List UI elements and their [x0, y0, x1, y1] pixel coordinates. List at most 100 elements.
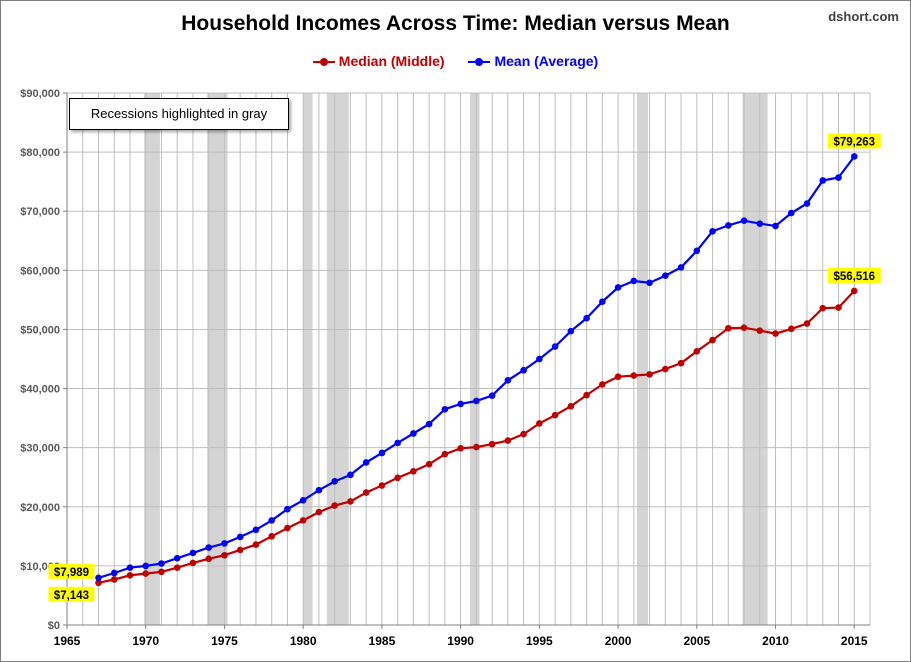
y-tick-label: $90,000: [20, 88, 60, 100]
x-tick-label: 2000: [605, 634, 632, 648]
y-tick-label: $0: [48, 620, 60, 632]
mean-line-icon: [468, 58, 491, 67]
mean-data-point: [473, 397, 480, 405]
mean-data-point: [315, 486, 323, 494]
median-data-point: [819, 304, 827, 312]
mean-data-point: [787, 209, 795, 217]
y-tick-label: $70,000: [20, 206, 60, 218]
mean-data-point: [567, 327, 575, 335]
y-tick-label: $40,000: [20, 384, 60, 396]
median-data-point: [646, 371, 653, 378]
x-tick-label: 1965: [54, 634, 81, 648]
mean-data-point: [504, 376, 512, 384]
mean-data-point: [819, 177, 827, 184]
x-tick-label: 2010: [762, 634, 789, 648]
median-data-point: [756, 327, 764, 334]
median-data-point: [457, 444, 464, 452]
recession-band: [742, 93, 768, 625]
median-data-point: [189, 559, 197, 567]
median-data-point: [567, 402, 575, 410]
median-data-point: [504, 437, 512, 444]
mean-data-point: [536, 355, 543, 363]
mean-data-point: [347, 471, 354, 479]
median-data-point: [110, 576, 118, 583]
mean-data-point: [630, 277, 638, 285]
median-data-point: [787, 325, 795, 333]
median-data-point: [520, 430, 527, 438]
recession-band: [144, 93, 160, 625]
mean-data-point: [205, 544, 213, 551]
median-data-point: [677, 359, 685, 367]
mean-data-point: [425, 420, 433, 428]
legend: Median (Middle) Mean (Average): [0, 53, 911, 69]
y-tick-label: $50,000: [20, 324, 60, 336]
legend-item-median: Median (Middle): [312, 53, 445, 69]
mean-data-point: [740, 217, 748, 224]
median-data-point: [551, 411, 559, 419]
mean-data-point: [646, 279, 653, 287]
mean-data-point: [252, 526, 260, 534]
mean-data-point: [126, 564, 134, 571]
data-label: $7,143: [54, 590, 89, 602]
mean-data-point: [268, 517, 275, 524]
y-tick-label: $30,000: [20, 443, 60, 455]
mean-data-point: [236, 533, 244, 541]
mean-data-point: [551, 343, 559, 350]
median-data-point: [315, 508, 323, 516]
mean-data-point: [189, 549, 197, 557]
median-data-point: [331, 502, 338, 509]
chart-title: Household Incomes Across Time: Median ve…: [181, 12, 730, 35]
median-data-point: [599, 381, 606, 388]
x-tick-label: 1970: [132, 634, 159, 648]
median-line-icon: [312, 58, 335, 67]
median-data-point: [410, 468, 417, 475]
plot-area: [67, 93, 870, 625]
median-data-point: [378, 482, 386, 489]
median-data-point: [126, 572, 134, 579]
median-data-point: [158, 568, 165, 576]
mean-data-point: [457, 400, 464, 408]
mean-data-point: [850, 153, 858, 160]
recession-band: [326, 93, 349, 625]
data-label: $7,989: [54, 567, 89, 579]
y-tick-label: $80,000: [20, 147, 60, 159]
median-data-point: [347, 498, 354, 505]
data-label-background: [827, 267, 881, 283]
median-data-point: [473, 443, 480, 451]
median-data-point: [693, 348, 701, 355]
x-tick-label: 1975: [211, 634, 238, 648]
median-data-point: [662, 365, 669, 373]
median-data-point: [95, 579, 102, 587]
legend-item-mean: Mean (Average): [468, 53, 598, 69]
median-data-point: [268, 533, 275, 540]
mean-data-point: [488, 392, 496, 399]
median-data-point: [488, 440, 496, 448]
mean-data-point: [299, 496, 307, 504]
mean-data-point: [331, 478, 338, 485]
median-data-point: [850, 287, 858, 295]
y-tick-label: $20,000: [20, 502, 60, 514]
recession-band: [303, 93, 313, 625]
x-tick-label: 1990: [447, 634, 474, 648]
mean-data-point: [772, 222, 779, 230]
mean-data-point: [583, 314, 590, 322]
mean-data-point: [441, 405, 449, 413]
mean-data-point: [158, 560, 165, 567]
median-data-point: [299, 517, 307, 524]
median-data-point: [142, 570, 150, 577]
mean-data-point: [520, 366, 527, 374]
median-data-point: [614, 373, 622, 381]
recession-band: [207, 93, 228, 625]
source-label: dshort.com: [828, 9, 899, 24]
median-data-point: [205, 555, 213, 563]
data-label: $56,516: [833, 271, 875, 283]
x-tick-label: 2015: [841, 634, 868, 648]
median-data-point: [362, 489, 370, 496]
mean-data-point: [662, 272, 669, 279]
x-tick-label: 2005: [683, 634, 710, 648]
mean-data-point: [173, 554, 181, 562]
median-data-point: [835, 304, 842, 311]
mean-data-point: [221, 540, 228, 547]
median-data-point: [221, 551, 228, 559]
recession-note: Recessions highlighted in gray: [69, 98, 289, 130]
